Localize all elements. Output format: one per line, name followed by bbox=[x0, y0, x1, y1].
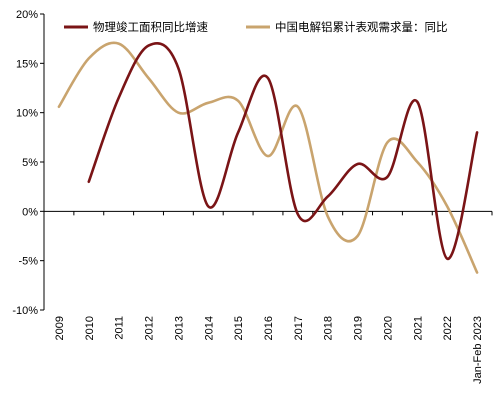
series-line-1 bbox=[57, 41, 479, 274]
x-tick-label: 2018 bbox=[323, 316, 335, 340]
x-tick-label: 2016 bbox=[263, 316, 275, 340]
legend: 物理竣工面积同比增速 中国电解铝累计表观需求量：同比 bbox=[64, 20, 448, 34]
y-tick-label: 5% bbox=[22, 157, 38, 169]
y-tick-label: 10% bbox=[16, 108, 38, 120]
x-tick-label: 2020 bbox=[382, 316, 394, 340]
x-tick-label: 2009 bbox=[54, 316, 66, 340]
x-tick-label: 2014 bbox=[203, 316, 215, 340]
series-line-0 bbox=[87, 41, 479, 261]
x-tick-label: 2013 bbox=[173, 316, 185, 340]
y-tick-label: 15% bbox=[16, 58, 38, 70]
x-tick-label: 2010 bbox=[84, 316, 96, 340]
plot-area bbox=[57, 41, 479, 274]
x-tick-label: 2011 bbox=[114, 316, 126, 340]
legend-label-completion: 物理竣工面积同比增速 bbox=[93, 20, 208, 34]
x-tick-label: 2022 bbox=[442, 316, 454, 340]
x-tick-label: 2021 bbox=[412, 316, 424, 340]
y-axis: -10% -5% 0% 5% 10% 15% 20% bbox=[12, 9, 45, 317]
y-tick-label: 20% bbox=[16, 9, 38, 21]
x-tick-label: 2012 bbox=[144, 316, 156, 340]
y-tick-label: -5% bbox=[18, 256, 38, 268]
x-tick-label: 2017 bbox=[293, 316, 305, 340]
y-tick-label: 0% bbox=[22, 206, 38, 218]
x-tick-label: 2019 bbox=[353, 316, 365, 340]
x-axis: 2009 2010 2011 2012 2013 2014 2015 2016 2017 2018… bbox=[43, 210, 493, 384]
x-tick-label: 2015 bbox=[233, 316, 245, 340]
legend-label-aluminum: 中国电解铝累计表观需求量：同比 bbox=[275, 20, 448, 34]
x-tick-label: Jan-Feb 2023 bbox=[472, 316, 484, 384]
y-tick-label: -10% bbox=[12, 305, 38, 317]
